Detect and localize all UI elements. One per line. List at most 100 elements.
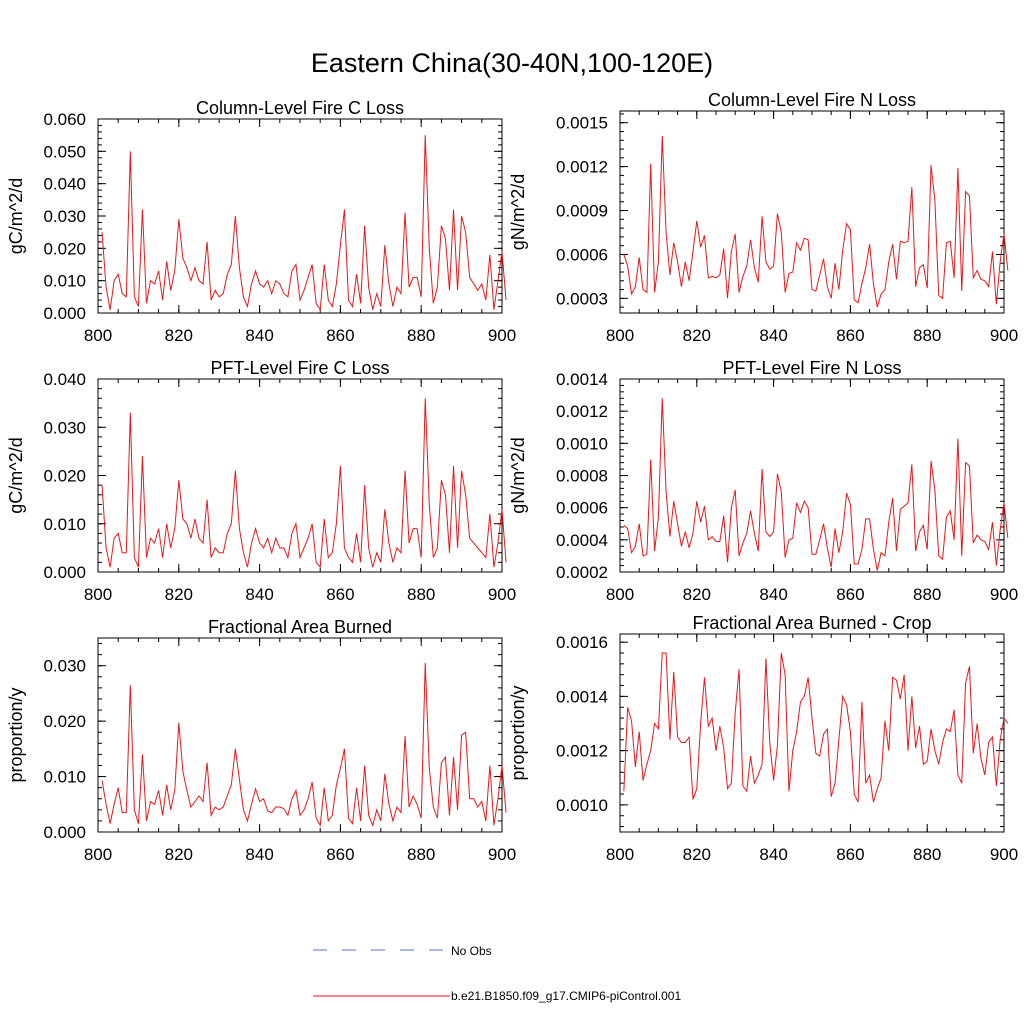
y-tick-label: 0.040 xyxy=(43,175,86,194)
panel-title: Column-Level Fire C Loss xyxy=(196,98,404,118)
y-tick-label: 0.020 xyxy=(43,467,86,486)
chart-panels: Column-Level Fire C Loss 800 820 840 860 880 9… xyxy=(6,90,1018,864)
y-tick-label: 0.0015 xyxy=(556,114,608,133)
y-tick-label: 0.000 xyxy=(43,304,86,323)
legend-label-model: b.e21.B1850.f09_g17.CMIP6-piControl.001 xyxy=(451,989,681,1003)
x-tick-label: 820 xyxy=(165,845,193,864)
series-line-model xyxy=(623,135,1009,308)
y-tick-label: 0.020 xyxy=(43,712,86,731)
panel-title: Fractional Area Burned - Crop xyxy=(692,613,931,633)
y-tick-label: 0.010 xyxy=(43,272,86,291)
x-tick-label: 820 xyxy=(683,845,711,864)
panel-title: PFT-Level Fire N Loss xyxy=(722,358,901,378)
y-tick-label: 0.0006 xyxy=(556,245,608,264)
x-tick-label: 800 xyxy=(606,585,634,604)
x-tick-label: 880 xyxy=(913,585,941,604)
x-tick-label: 860 xyxy=(836,845,864,864)
y-tick-label: 0.020 xyxy=(43,239,86,258)
y-tick-label: 0.010 xyxy=(43,768,86,787)
y-tick-label: 0.0010 xyxy=(556,796,608,815)
series-line-model xyxy=(623,398,1009,571)
y-axis-label: gC/m^2/d xyxy=(6,437,26,513)
chart-panel-4: PFT-Level Fire N Loss 800 820 840 860 880 900 0… xyxy=(508,358,1018,604)
x-tick-label: 860 xyxy=(326,845,354,864)
x-tick-label: 860 xyxy=(836,585,864,604)
x-tick-label: 900 xyxy=(990,585,1018,604)
x-tick-label: 880 xyxy=(407,326,435,345)
chart-panel-1: Column-Level Fire C Loss 800 820 840 860 880 9… xyxy=(6,98,516,345)
y-tick-label: 0.0004 xyxy=(556,531,608,550)
x-tick-label: 880 xyxy=(913,845,941,864)
x-tick-label: 840 xyxy=(245,585,273,604)
x-tick-label: 800 xyxy=(84,845,112,864)
x-tick-label: 880 xyxy=(407,845,435,864)
y-axis-label: proportion/y xyxy=(508,685,528,780)
panel-title: Column-Level Fire N Loss xyxy=(708,90,916,110)
x-tick-label: 860 xyxy=(326,585,354,604)
y-axis-label: gN/m^2/d xyxy=(508,437,528,513)
y-axis-label: gN/m^2/d xyxy=(508,174,528,250)
series-line-model xyxy=(101,398,507,569)
legend-label-obs: No Obs xyxy=(451,944,492,958)
y-tick-label: 0.040 xyxy=(43,370,86,389)
x-tick-label: 880 xyxy=(407,585,435,604)
y-tick-label: 0.0016 xyxy=(556,633,608,652)
x-tick-label: 900 xyxy=(488,585,516,604)
x-tick-label: 860 xyxy=(326,326,354,345)
y-tick-label: 0.030 xyxy=(43,657,86,676)
y-tick-label: 0.0012 xyxy=(556,158,608,177)
x-tick-label: 860 xyxy=(836,326,864,345)
y-tick-label: 0.0012 xyxy=(556,742,608,761)
y-axis-label: proportion/y xyxy=(6,687,26,782)
y-tick-label: 0.0014 xyxy=(556,687,608,706)
x-tick-label: 900 xyxy=(488,845,516,864)
y-tick-label: 0.030 xyxy=(43,207,86,226)
y-tick-label: 0.010 xyxy=(43,515,86,534)
y-tick-label: 0.0009 xyxy=(556,202,608,221)
y-tick-label: 0.000 xyxy=(43,563,86,582)
y-tick-label: 0.0014 xyxy=(556,370,608,389)
x-tick-label: 900 xyxy=(990,845,1018,864)
x-tick-label: 840 xyxy=(759,845,787,864)
x-tick-label: 800 xyxy=(84,326,112,345)
x-tick-label: 840 xyxy=(759,326,787,345)
y-tick-label: 0.060 xyxy=(43,110,86,129)
panel-title: Fractional Area Burned xyxy=(208,617,392,637)
x-tick-label: 800 xyxy=(606,845,634,864)
x-tick-label: 820 xyxy=(683,326,711,345)
figure-title: Eastern China(30-40N,100-120E) xyxy=(311,48,713,78)
legend-item-model: b.e21.B1850.f09_g17.CMIP6-piControl.001 xyxy=(313,989,681,1003)
x-tick-label: 820 xyxy=(165,326,193,345)
x-tick-label: 820 xyxy=(683,585,711,604)
x-tick-label: 840 xyxy=(759,585,787,604)
y-tick-label: 0.0008 xyxy=(556,467,608,486)
y-tick-label: 0.0002 xyxy=(556,563,608,582)
series-line-model xyxy=(101,135,507,312)
x-tick-label: 800 xyxy=(606,326,634,345)
y-tick-label: 0.030 xyxy=(43,418,86,437)
chart-panel-5: Fractional Area Burned 800 820 840 860 880 900… xyxy=(6,617,516,864)
series-line-model xyxy=(623,652,1009,803)
x-tick-label: 800 xyxy=(84,585,112,604)
y-tick-label: 0.0012 xyxy=(556,402,608,421)
panel-title: PFT-Level Fire C Loss xyxy=(210,358,389,378)
x-tick-label: 840 xyxy=(245,845,273,864)
chart-panel-3: PFT-Level Fire C Loss 800 820 840 860 880 900 0… xyxy=(6,358,516,604)
chart-panel-2: Column-Level Fire N Loss 800 820 840 860 880 9… xyxy=(508,90,1018,345)
y-tick-label: 0.050 xyxy=(43,142,86,161)
legend: No Obs b.e21.B1850.f09_g17.CMIP6-piContr… xyxy=(313,944,681,1003)
x-tick-label: 820 xyxy=(165,585,193,604)
x-tick-label: 900 xyxy=(990,326,1018,345)
y-tick-label: 0.0003 xyxy=(556,289,608,308)
y-tick-label: 0.0006 xyxy=(556,499,608,518)
series-line-model xyxy=(101,662,507,827)
chart-panel-6: Fractional Area Burned - Crop 800 820 840 86… xyxy=(508,613,1018,864)
x-tick-label: 900 xyxy=(488,326,516,345)
x-tick-label: 880 xyxy=(913,326,941,345)
y-axis-label: gC/m^2/d xyxy=(6,178,26,254)
y-tick-label: 0.0010 xyxy=(556,434,608,453)
y-tick-label: 0.000 xyxy=(43,823,86,842)
x-tick-label: 840 xyxy=(245,326,273,345)
